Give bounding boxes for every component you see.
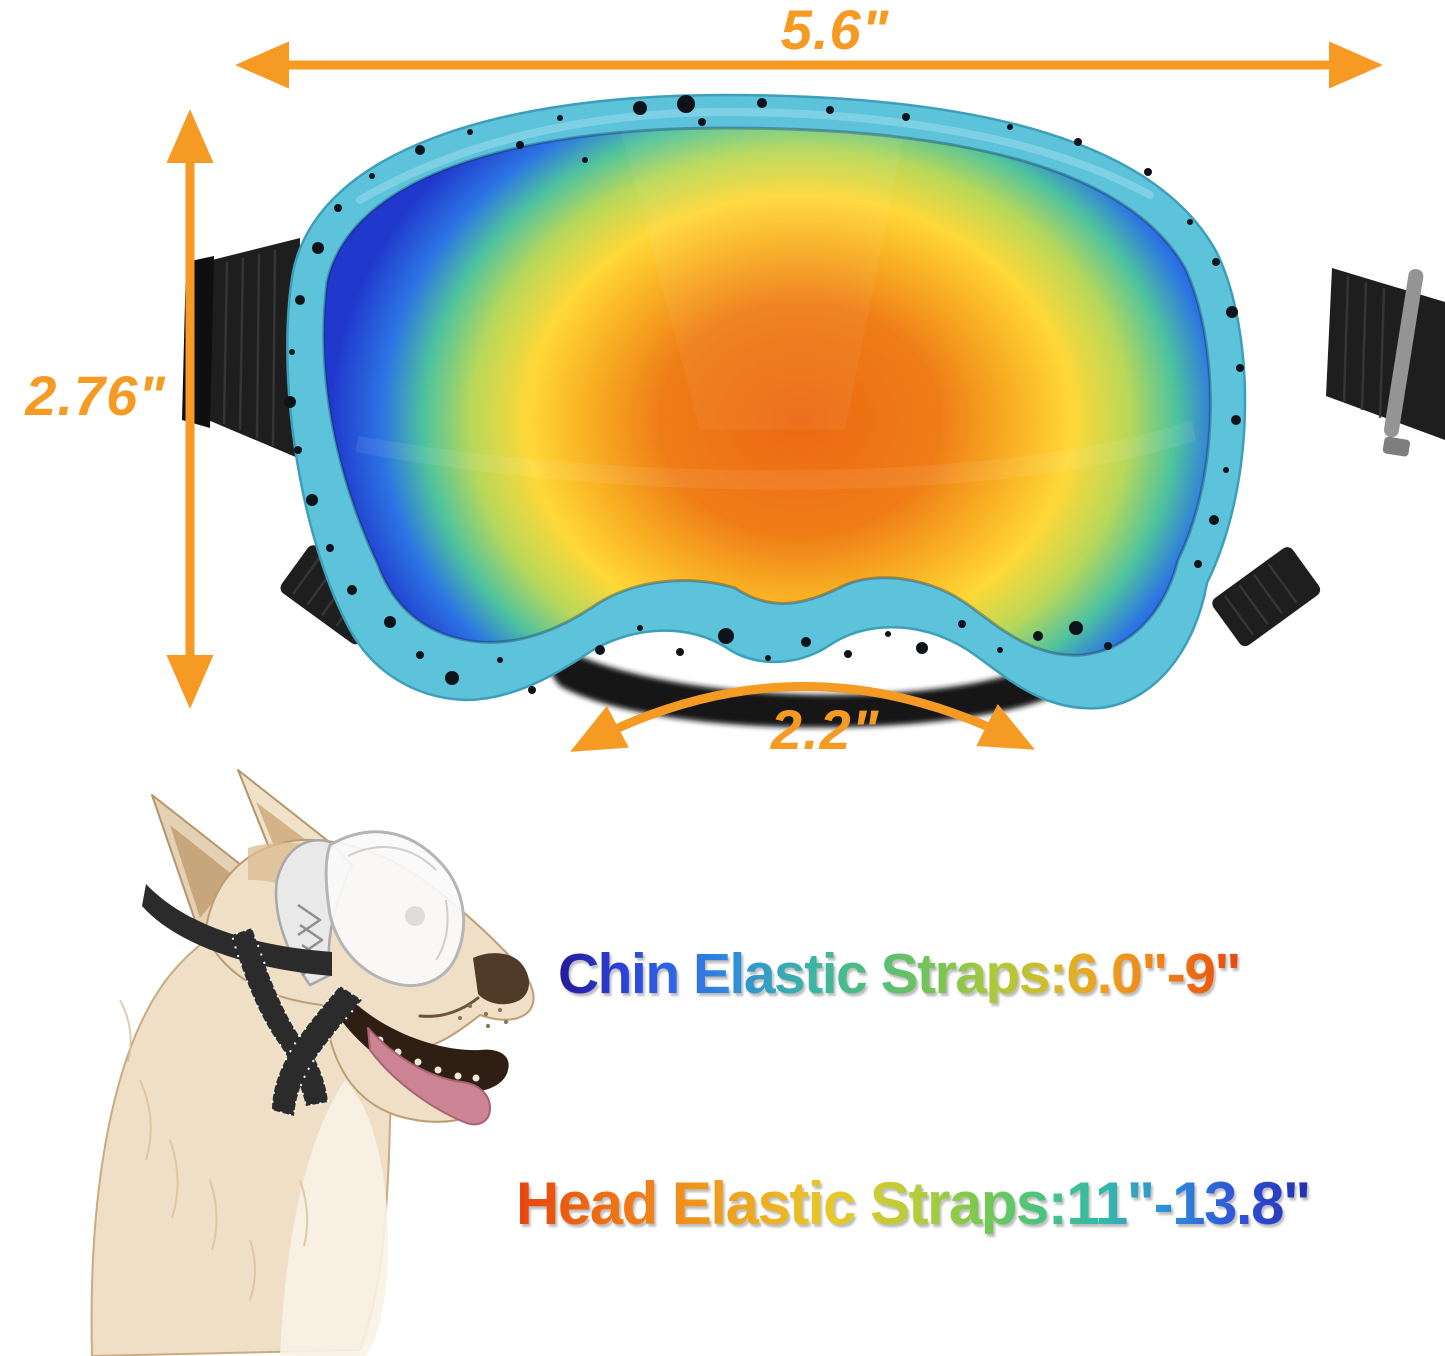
dog-lip-line [418, 996, 480, 1018]
bridge-dimension-label: 2.2" [770, 698, 880, 761]
dog-goggle-sketch [274, 830, 465, 987]
frame-highlight [356, 107, 1154, 204]
chin-strap-spec-text: Chin Elastic Straps:6.0"-9" [558, 942, 1241, 1006]
dog-mouth [335, 1000, 509, 1093]
lens-reflections [356, 128, 1196, 490]
dog-illustration [90, 769, 535, 1356]
fur-strokes [119, 999, 309, 1301]
dog-whisker-dots [458, 1004, 508, 1028]
dog-nose [473, 953, 529, 1005]
goggles-illustration [182, 93, 1445, 728]
head-strap-spec-text: Head Elastic Straps:11"-13.8" [516, 1170, 1311, 1237]
frame-speckles [284, 95, 1244, 694]
dog-head-strap [142, 884, 332, 976]
strap-buckle [1382, 268, 1424, 457]
dog-chest-white [280, 1080, 389, 1356]
lens-width-arc-arrow [570, 682, 1036, 752]
width-dimension-label: 5.6" [780, 0, 890, 61]
dog-straps [142, 884, 363, 1117]
height-dimension-label: 2.76" [25, 364, 166, 427]
right-strap [1326, 268, 1445, 457]
right-lower-strap-stub [1212, 547, 1321, 647]
dog-chin-strap-b [271, 985, 363, 1117]
dog-tongue [367, 1027, 491, 1126]
left-strap [182, 238, 300, 458]
dimension-arrows [166, 41, 1383, 752]
